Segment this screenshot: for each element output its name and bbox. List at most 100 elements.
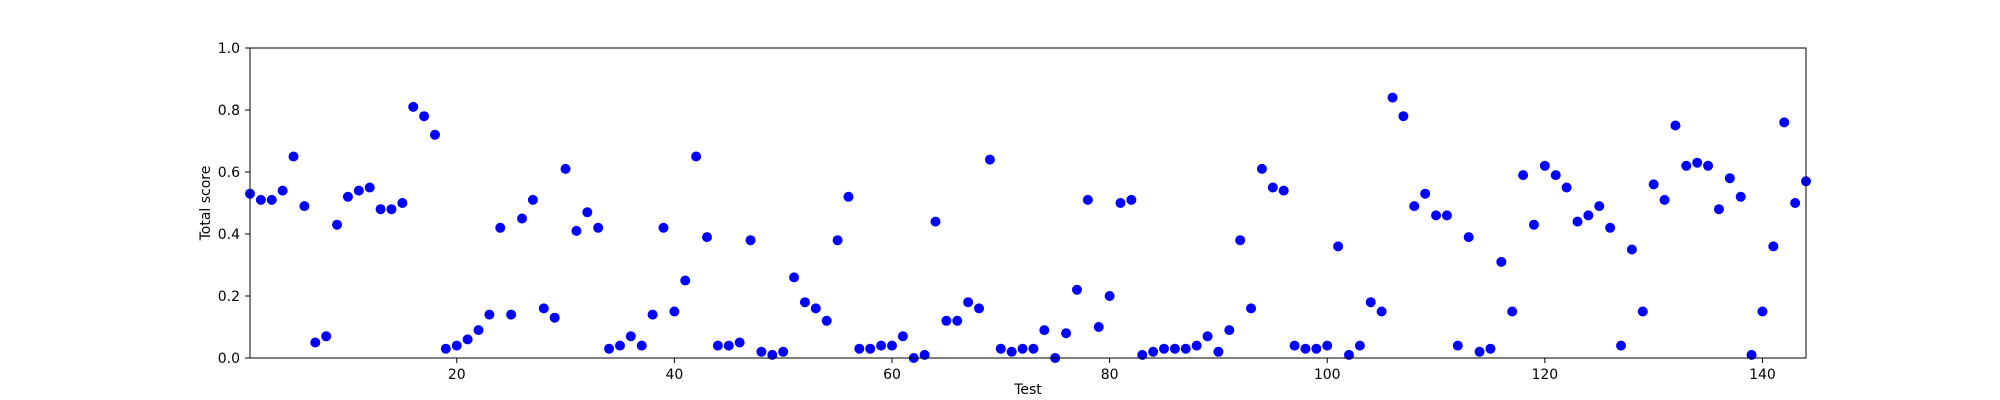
x-tick-label: 40 <box>665 367 683 383</box>
data-point <box>419 111 430 122</box>
data-point <box>582 207 593 218</box>
data-point <box>745 235 756 246</box>
data-point <box>1256 163 1267 174</box>
data-point <box>669 306 680 317</box>
data-point <box>1692 157 1703 168</box>
data-point <box>1572 216 1583 227</box>
y-tick-label: 0.6 <box>218 165 240 181</box>
data-point <box>310 337 321 348</box>
y-tick-label: 0.4 <box>218 227 240 243</box>
data-point <box>429 129 440 140</box>
data-point <box>353 185 364 196</box>
data-point <box>462 334 473 345</box>
data-point <box>712 340 723 351</box>
data-point <box>1518 170 1529 181</box>
data-point <box>506 309 517 320</box>
data-point <box>560 163 571 174</box>
data-point <box>1507 306 1518 317</box>
data-point <box>1028 343 1039 354</box>
x-tick-label: 100 <box>1314 367 1341 383</box>
data-point <box>538 303 549 314</box>
data-point <box>342 191 353 202</box>
data-point <box>1159 343 1170 354</box>
data-point <box>1713 204 1724 215</box>
data-point <box>451 340 462 351</box>
data-point <box>604 343 615 354</box>
data-point <box>1594 201 1605 212</box>
data-point <box>440 343 451 354</box>
data-point <box>495 222 506 233</box>
data-point <box>1539 160 1550 171</box>
data-point <box>473 325 484 336</box>
data-point <box>1061 328 1072 339</box>
data-point <box>1474 346 1485 357</box>
data-point <box>974 303 985 314</box>
data-point <box>1616 340 1627 351</box>
data-point <box>799 297 810 308</box>
data-point <box>702 232 713 243</box>
data-point <box>1605 222 1616 233</box>
data-point <box>1343 349 1354 360</box>
y-tick-label: 0.2 <box>218 289 240 305</box>
data-point <box>397 198 408 208</box>
data-point <box>952 315 963 326</box>
data-point <box>1148 346 1159 357</box>
x-tick-label: 140 <box>1749 367 1776 383</box>
data-point <box>375 204 386 215</box>
y-tick-label: 0.0 <box>218 351 240 367</box>
data-point <box>636 340 647 351</box>
data-point <box>1278 185 1289 196</box>
data-point <box>897 331 908 342</box>
x-tick-label: 80 <box>1101 367 1119 383</box>
data-point <box>332 219 343 230</box>
data-point <box>1496 256 1507 267</box>
data-point <box>789 272 800 283</box>
data-point <box>886 340 897 351</box>
data-point <box>1409 201 1420 212</box>
data-point <box>321 331 332 342</box>
data-point <box>647 309 658 320</box>
data-point <box>1235 235 1246 246</box>
data-point <box>1104 291 1115 301</box>
data-point <box>723 340 734 351</box>
x-axis-label: Test <box>1013 382 1042 398</box>
data-point <box>1768 241 1779 252</box>
data-point <box>919 349 930 360</box>
x-axis-ticks: 20 40 60 80 100 120 140 <box>448 358 1776 383</box>
data-point <box>1779 117 1790 128</box>
data-point <box>930 216 941 227</box>
data-point <box>1790 198 1801 208</box>
x-tick-label: 20 <box>448 367 466 383</box>
data-point <box>1626 244 1637 255</box>
data-point <box>810 303 821 314</box>
plot-area-frame <box>249 47 1807 359</box>
data-point <box>408 101 419 112</box>
data-point <box>832 235 843 246</box>
data-point <box>876 340 887 351</box>
data-point <box>1322 340 1333 351</box>
data-point <box>1071 284 1082 295</box>
data-point <box>1311 343 1322 354</box>
data-point <box>1420 188 1431 199</box>
y-tick-label: 1.0 <box>218 41 240 57</box>
data-point <box>1137 349 1148 360</box>
data-point <box>1387 92 1398 103</box>
data-point <box>288 151 299 162</box>
data-point <box>1550 170 1561 181</box>
data-point <box>1006 346 1017 357</box>
data-point <box>1681 160 1692 171</box>
data-point <box>1126 194 1137 205</box>
data-point <box>1365 297 1376 308</box>
data-point <box>1724 173 1735 184</box>
data-point <box>484 309 495 320</box>
data-point <box>1703 160 1714 171</box>
data-point <box>658 222 669 233</box>
data-point <box>1180 343 1191 354</box>
data-point <box>767 349 778 360</box>
data-point <box>1746 349 1757 360</box>
data-point <box>1267 182 1278 193</box>
data-point <box>1093 322 1104 332</box>
data-point <box>756 346 767 357</box>
data-point <box>865 343 876 354</box>
